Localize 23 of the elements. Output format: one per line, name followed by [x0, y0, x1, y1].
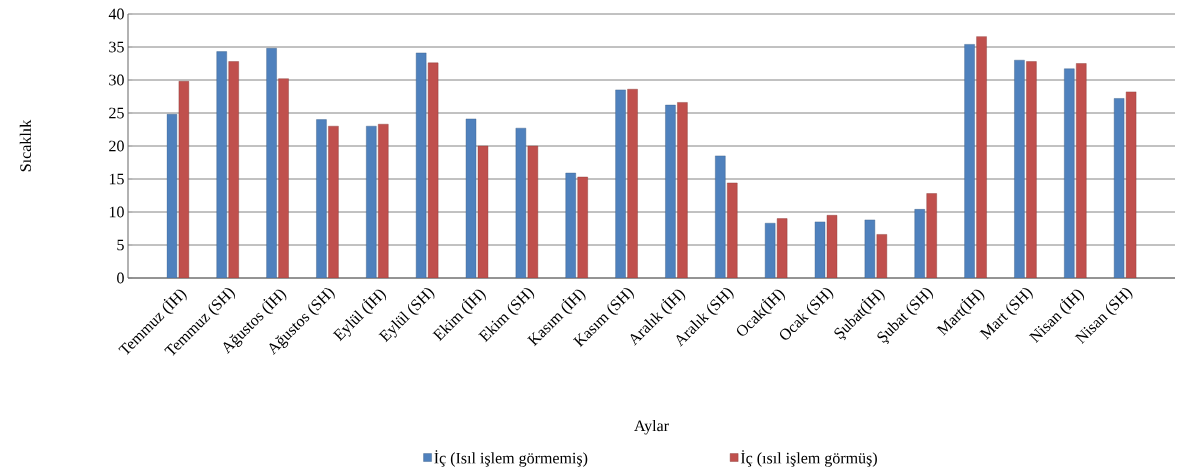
- bar: [266, 48, 277, 278]
- bar: [1026, 61, 1037, 278]
- x-axis-title: Aylar: [634, 419, 669, 435]
- bar: [976, 36, 987, 278]
- y-tick-label: 15: [109, 173, 124, 185]
- legend-label: İç (Isıl işlem görmemiş): [434, 450, 588, 467]
- bar: [964, 44, 975, 278]
- bar: [1076, 63, 1087, 278]
- bar: [278, 78, 289, 278]
- bar: [1014, 60, 1025, 278]
- y-tick-label: 25: [109, 107, 124, 119]
- y-tick-label: 35: [109, 41, 124, 53]
- legend-label: İç (ısıl işlem görmüş): [740, 450, 877, 467]
- y-tick-label: 5: [117, 239, 124, 251]
- y-tick-label: 20: [109, 140, 124, 152]
- y-tick-label: 40: [108, 8, 124, 20]
- bar: [1064, 68, 1075, 278]
- y-tick-label: 30: [109, 74, 124, 86]
- y-tick-label: 0: [117, 272, 124, 284]
- y-tick-label: 10: [109, 206, 124, 218]
- bar: [216, 51, 227, 278]
- bar: [228, 61, 239, 278]
- y-axis-title: Sıcaklık: [19, 119, 32, 172]
